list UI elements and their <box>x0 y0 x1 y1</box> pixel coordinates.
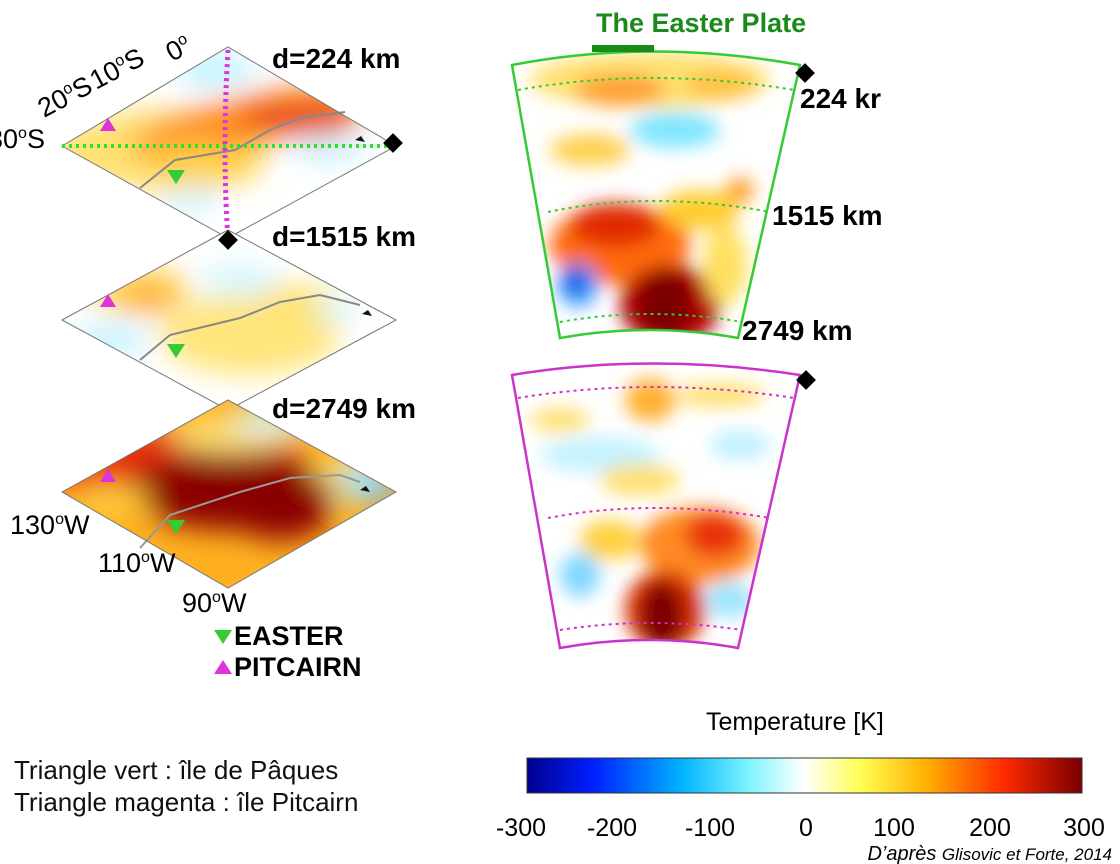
svg-text:90oW: 90oW <box>182 588 247 618</box>
map-depth-label-224: d=224 km <box>272 43 400 74</box>
svg-text:10oS: 10oS <box>85 42 149 95</box>
tick-minus-100: -100 <box>685 814 735 842</box>
longitude-labels: 130oW 110oW 90oW <box>10 510 247 618</box>
tick-300: 300 <box>1063 814 1105 842</box>
easter-plate-bar <box>592 45 654 52</box>
lon-label-130: 130 <box>10 510 55 540</box>
easter-marker <box>167 344 185 358</box>
colorbar-ticks: -300 -200 -100 0 100 200 300 <box>496 814 1105 842</box>
credit-source: Glisovic et Forte, 2014 <box>942 845 1112 864</box>
map-depth-label-2749: d=2749 km <box>272 393 416 424</box>
notes-block: Triangle vert : île de Pâques Triangle m… <box>14 754 358 818</box>
section-depth-label-1515: 1515 km <box>772 200 883 231</box>
tick-minus-300: -300 <box>496 814 546 842</box>
section-depth-label-2749: 2749 km <box>742 315 853 346</box>
source-credit: D’après Glisovic et Forte, 2014 <box>867 843 1112 864</box>
colorbar-title: Temperature [K] <box>706 708 884 736</box>
svg-text:130oW: 130oW <box>10 510 90 540</box>
note-green-triangle: Triangle vert : île de Pâques <box>14 755 339 785</box>
credit-lead: D’après <box>867 843 936 864</box>
svg-text:20oS: 20oS <box>33 70 97 123</box>
legend-easter-label: EASTER <box>234 621 344 651</box>
cross-section-pitcairn <box>510 362 816 650</box>
pitcairn-marker <box>100 294 116 307</box>
section-depth-label-224: 224 kr <box>800 83 881 114</box>
svg-text:0o: 0o <box>161 30 196 68</box>
pitcairn-marker <box>100 118 116 131</box>
lon-label-90: 90 <box>182 588 212 618</box>
tick-minus-200: -200 <box>587 814 637 842</box>
marker-legend: EASTER PITCAIRN <box>214 621 362 682</box>
legend-pitcairn-icon <box>214 660 232 674</box>
svg-text:110oW: 110oW <box>98 548 176 578</box>
pitcairn-marker <box>100 469 116 482</box>
legend-easter-icon <box>214 630 232 644</box>
lon-label-110: 110 <box>98 548 141 578</box>
lat-label-30: 30 <box>0 124 18 154</box>
colorbar <box>526 757 1083 794</box>
map-depth-224 <box>60 46 403 241</box>
tick-0: 0 <box>799 814 813 842</box>
plate-title: The Easter Plate <box>596 8 806 38</box>
map-depth-label-1515: d=1515 km <box>272 221 416 252</box>
tick-200: 200 <box>969 814 1011 842</box>
legend-pitcairn-label: PITCAIRN <box>234 652 362 682</box>
easter-marker <box>167 170 185 184</box>
map-depth-1515 <box>60 229 398 411</box>
note-magenta-triangle: Triangle magenta : île Pitcairn <box>14 787 359 817</box>
tick-100: 100 <box>873 814 915 842</box>
svg-text:30oS: 30oS <box>0 124 45 154</box>
easter-marker <box>167 520 185 534</box>
cross-section-easter <box>510 45 815 340</box>
